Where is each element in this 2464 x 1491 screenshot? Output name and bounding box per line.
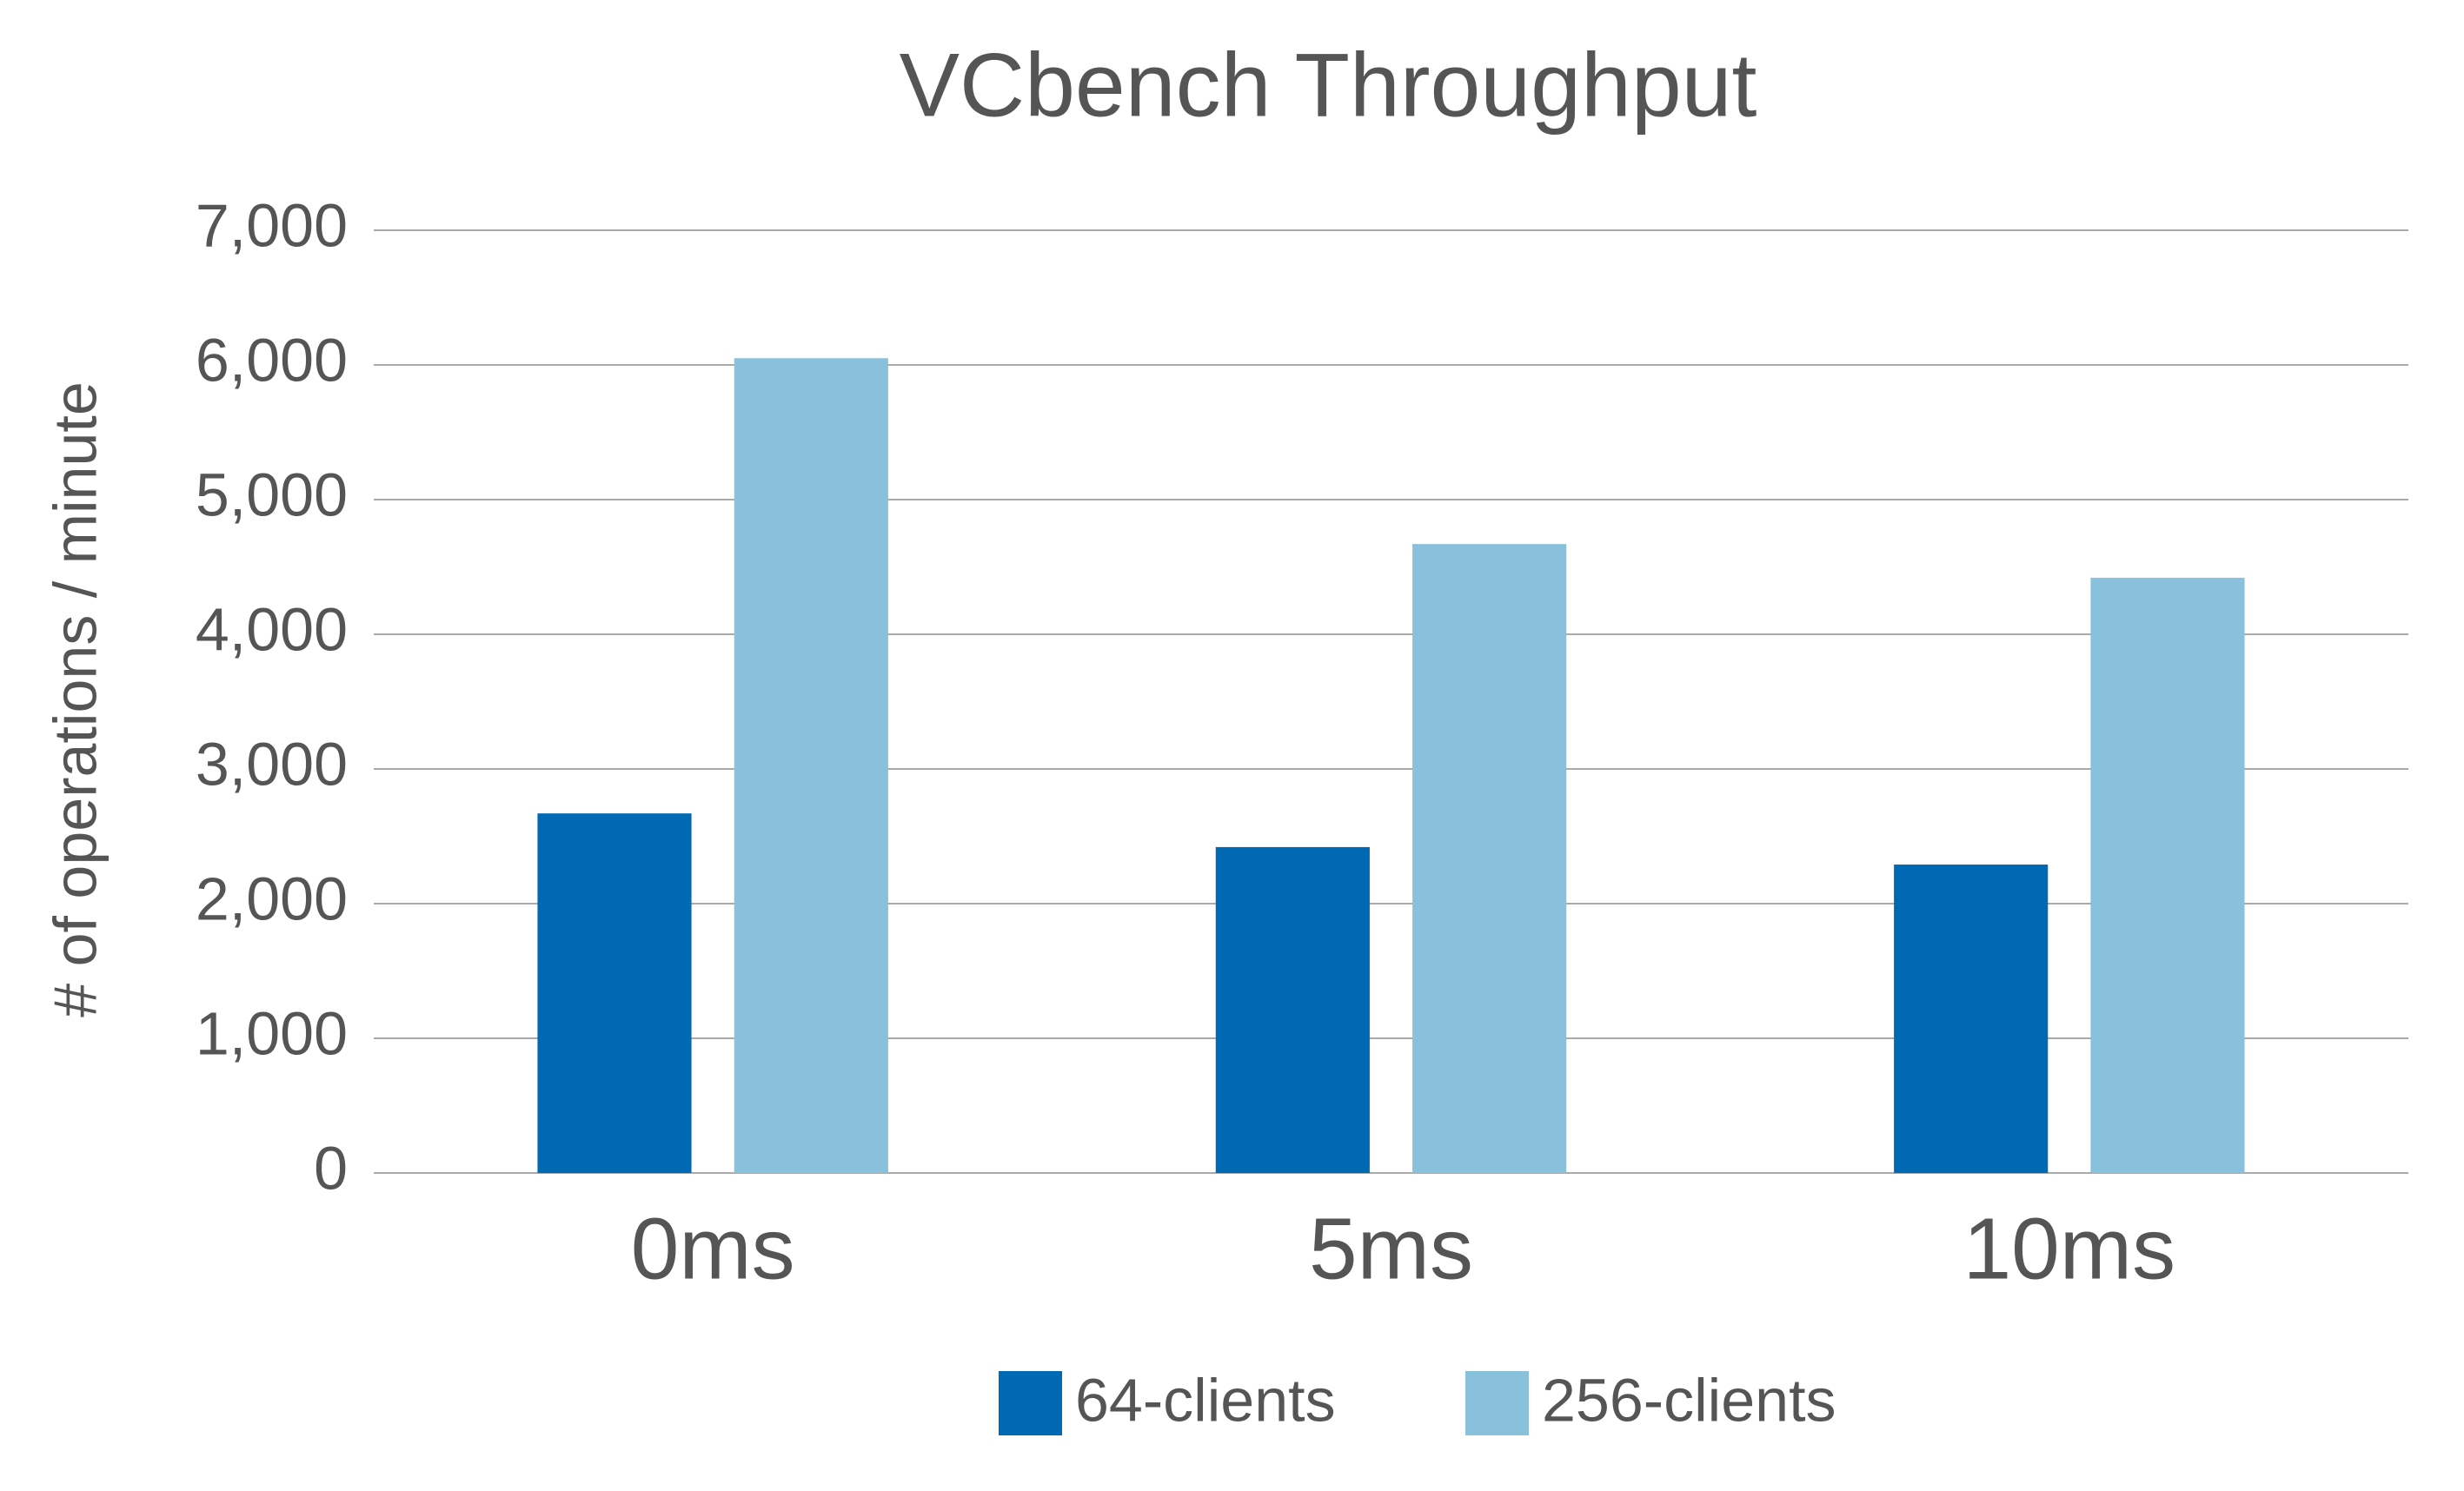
bar: [2090, 577, 2245, 1173]
chart-title: VCbench Throughput: [900, 35, 1757, 136]
y-tick-label: 6,000: [196, 326, 348, 394]
y-tick-label: 4,000: [196, 595, 348, 663]
bar: [537, 813, 692, 1173]
x-tick-label: 10ms: [1963, 1200, 2176, 1297]
legend-label: 64-clients: [1075, 1366, 1336, 1434]
y-tick-label: 3,000: [196, 730, 348, 798]
legend-swatch: [1465, 1371, 1529, 1435]
x-tick-label: 0ms: [631, 1200, 795, 1297]
y-axis-label: # of operations / minute: [41, 381, 109, 1017]
bar: [1894, 865, 2049, 1173]
legend-swatch: [999, 1371, 1062, 1435]
bar: [734, 358, 888, 1173]
legend-label: 256-clients: [1542, 1366, 1836, 1434]
bar: [1215, 846, 1370, 1173]
y-tick-label: 0: [314, 1134, 348, 1202]
y-tick-label: 2,000: [196, 865, 348, 932]
y-tick-label: 7,000: [196, 191, 348, 259]
x-tick-label: 5ms: [1309, 1200, 1473, 1297]
y-tick-label: 5,000: [196, 461, 348, 528]
bar: [1412, 544, 1567, 1173]
y-tick-label: 1,000: [196, 999, 348, 1067]
